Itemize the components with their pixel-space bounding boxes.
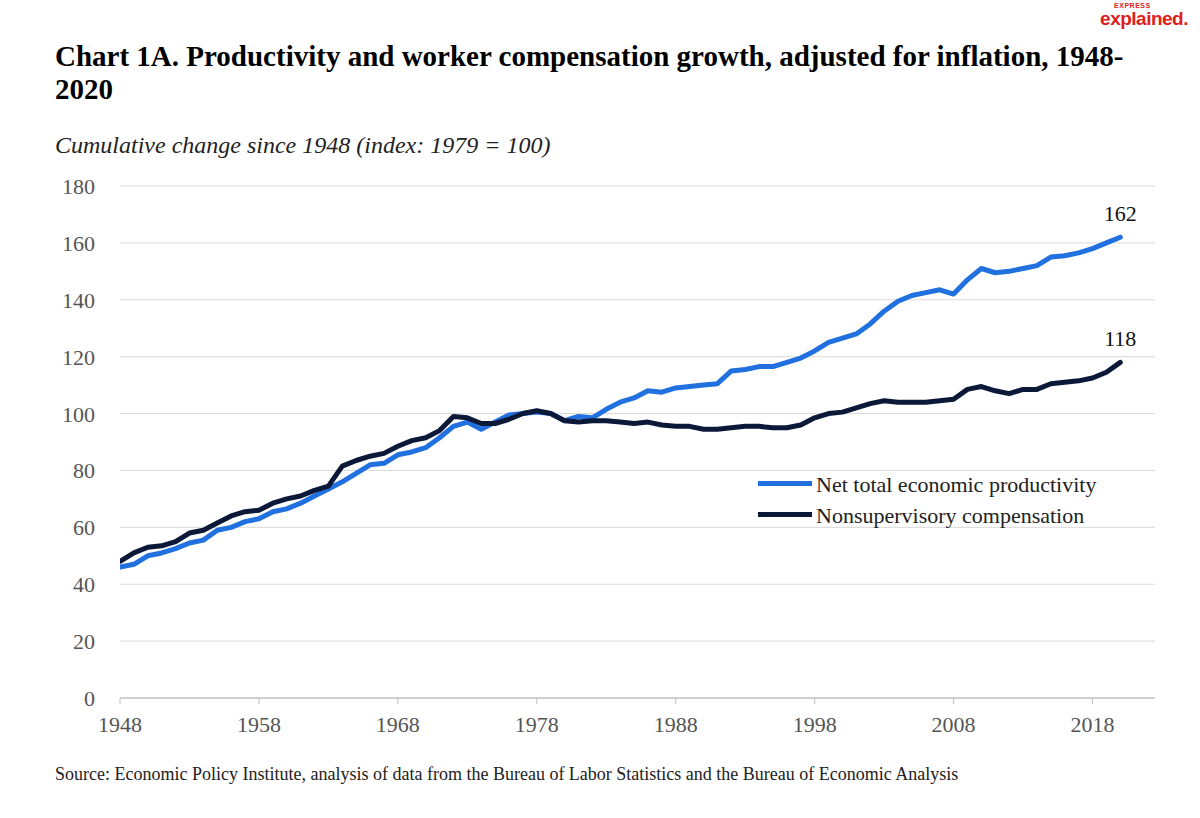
x-tick	[397, 698, 398, 704]
x-tick-label: 1958	[237, 712, 281, 737]
end-label: 118	[1104, 326, 1136, 351]
y-tick-label: 120	[62, 345, 95, 370]
x-tick-label: 1968	[376, 712, 420, 737]
logo-main: explained.	[1100, 9, 1188, 28]
x-axis-line	[120, 698, 1155, 699]
legend-item: Nonsupervisory compensation	[758, 501, 1096, 530]
end-label: 162	[1104, 201, 1137, 226]
legend-item: Net total economic productivity	[758, 470, 1096, 499]
y-tick-label: 20	[73, 629, 95, 654]
chart-root: Chart 1A. Productivity and worker compen…	[0, 0, 1200, 818]
y-tick-label: 160	[62, 231, 95, 256]
subtitle: Cumulative change since 1948 (index: 197…	[55, 132, 550, 159]
logo-small: EXPRESS	[1114, 2, 1188, 9]
legend-swatch	[758, 481, 812, 486]
x-tick	[258, 698, 259, 704]
y-tick-label: 60	[73, 515, 95, 540]
legend-label: Nonsupervisory compensation	[816, 501, 1084, 530]
y-tick-label: 180	[62, 174, 95, 199]
x-tick	[953, 698, 954, 704]
grid-line	[120, 470, 1155, 471]
legend-label: Net total economic productivity	[816, 470, 1096, 499]
source: Source: Economic Policy Institute, analy…	[55, 764, 958, 785]
x-tick	[1092, 698, 1093, 704]
x-tick	[675, 698, 676, 704]
x-tick-label: 2018	[1070, 712, 1114, 737]
grid-line	[120, 641, 1155, 642]
x-tick-label: 1998	[793, 712, 837, 737]
x-tick-label: 2008	[932, 712, 976, 737]
x-tick	[120, 698, 121, 704]
legend: Net total economic productivityNonsuperv…	[758, 470, 1096, 532]
grid-line	[120, 299, 1155, 300]
grid-line	[120, 584, 1155, 585]
series-line	[120, 362, 1120, 561]
y-tick-label: 40	[73, 572, 95, 597]
grid-line	[120, 242, 1155, 243]
logo: EXPRESSexplained.	[1100, 2, 1188, 28]
series-group	[120, 237, 1120, 567]
grid-line	[120, 698, 1155, 699]
x-tick-label: 1948	[98, 712, 142, 737]
grid-line	[120, 356, 1155, 357]
x-tick	[814, 698, 815, 704]
y-tick-label: 140	[62, 288, 95, 313]
series-line	[120, 237, 1120, 567]
legend-swatch	[758, 512, 812, 517]
y-tick-label: 0	[84, 686, 95, 711]
x-tick-label: 1978	[515, 712, 559, 737]
chart-svg: 0 20 40 60 80 100 120 140 160 180 1948 1958 1968 1978…	[0, 0, 1200, 818]
grid-line	[120, 186, 1155, 187]
grid-line	[120, 413, 1155, 414]
y-tick-label: 80	[73, 458, 95, 483]
x-tick-label: 1988	[654, 712, 698, 737]
title: Chart 1A. Productivity and worker compen…	[55, 40, 1160, 106]
x-tick	[536, 698, 537, 704]
y-tick-label: 100	[62, 402, 95, 427]
